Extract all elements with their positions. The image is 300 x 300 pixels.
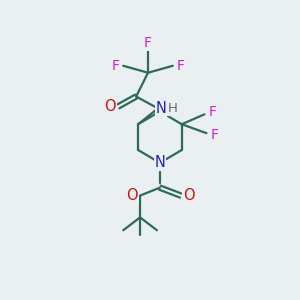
Text: F: F [208, 105, 216, 119]
Text: F: F [177, 59, 185, 73]
Text: O: O [126, 188, 138, 203]
Text: O: O [183, 188, 194, 203]
Text: N: N [154, 155, 165, 170]
Text: F: F [111, 59, 119, 73]
Text: O: O [105, 99, 116, 114]
Text: F: F [144, 36, 152, 50]
Text: F: F [210, 128, 218, 142]
Text: H: H [168, 102, 178, 115]
Text: N: N [155, 101, 166, 116]
